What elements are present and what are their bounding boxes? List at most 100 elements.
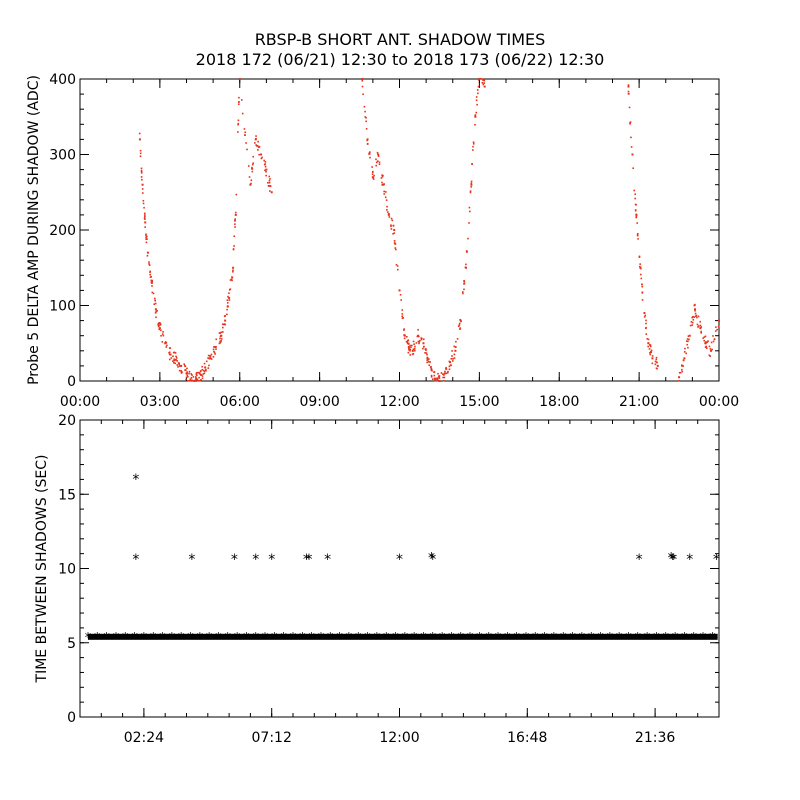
data-point [400,299,403,301]
data-point [205,368,207,371]
data-point [170,357,173,359]
data-point [186,372,188,374]
data-marker: * [669,552,676,568]
data-point [390,228,393,230]
data-point [429,361,431,363]
data-point [383,183,385,185]
data-point [457,325,460,328]
data-point [649,353,652,356]
data-point [232,270,234,273]
data-point [430,365,432,368]
data-point [692,315,694,318]
data-point [628,106,631,109]
data-point [475,96,478,98]
data-point [463,283,465,285]
baseline-marker: * [448,631,455,646]
data-point [388,216,391,218]
data-point [150,281,153,284]
data-point [384,196,387,199]
data-point [210,358,213,360]
data-point [244,131,247,134]
data-point [373,174,375,177]
data-point [212,356,215,358]
data-point [224,319,227,322]
data-point [445,366,447,369]
data-point [445,372,448,375]
data-point [444,370,446,373]
data-point [685,352,688,355]
data-point [413,348,416,350]
data-point [168,351,171,354]
data-point [636,234,639,236]
data-point [234,211,237,214]
data-point [250,182,252,185]
data-point [169,353,172,356]
data-point [161,333,164,335]
data-point [718,319,720,322]
data-point [651,355,654,357]
data-point [649,345,652,348]
baseline-marker: * [430,631,437,646]
data-point [376,160,379,162]
baseline-marker: * [94,631,101,646]
interval-panel: 0 5 10 15 20 02:24 07:12 12:00 16:48 21:36 TIME BE… [34,413,720,746]
data-point [452,358,454,360]
data-point [401,315,404,318]
data-point [172,361,175,364]
data-point [403,334,406,336]
data-point [263,159,265,162]
data-point [165,341,168,344]
data-marker: * [231,552,238,568]
data-point [269,190,271,192]
data-point [483,85,486,88]
baseline-marker: * [616,631,623,646]
data-point [482,78,484,80]
data-point [145,234,147,237]
data-point [201,375,204,377]
data-point [469,210,471,213]
data-point [138,132,141,135]
data-point [655,358,658,361]
data-point [371,171,374,174]
data-point [386,205,388,208]
data-point [431,369,433,372]
data-point [475,111,478,114]
data-point [418,341,421,343]
data-point [215,348,217,350]
data-point [413,349,416,352]
data-point [468,222,470,224]
data-point [368,153,371,155]
data-point [678,371,681,374]
data-point [151,279,154,282]
data-point [192,376,195,378]
data-point [422,342,425,345]
data-point [398,289,401,292]
data-point [455,346,457,348]
data-point [196,380,199,382]
data-point [228,299,231,301]
x-tick-label: 18:00 [539,394,579,410]
baseline-band [87,633,718,640]
baseline-marker: * [234,631,241,646]
data-point [194,379,197,382]
data-point [451,360,454,362]
data-point [210,353,213,356]
data-point [643,316,646,318]
data-point [267,181,269,184]
data-point [144,226,146,228]
data-point [650,349,653,352]
data-point [713,338,716,340]
data-point [231,276,233,278]
data-point [212,348,215,351]
data-point [234,219,236,221]
data-point [245,142,247,144]
data-point [187,380,190,382]
data-point [655,356,658,359]
data-point [474,123,476,126]
data-point [403,337,406,340]
x-tick-label: 03:00 [140,394,180,410]
data-point [178,365,181,367]
data-point [141,183,144,186]
baseline-marker: * [607,631,614,646]
data-point [425,348,427,350]
